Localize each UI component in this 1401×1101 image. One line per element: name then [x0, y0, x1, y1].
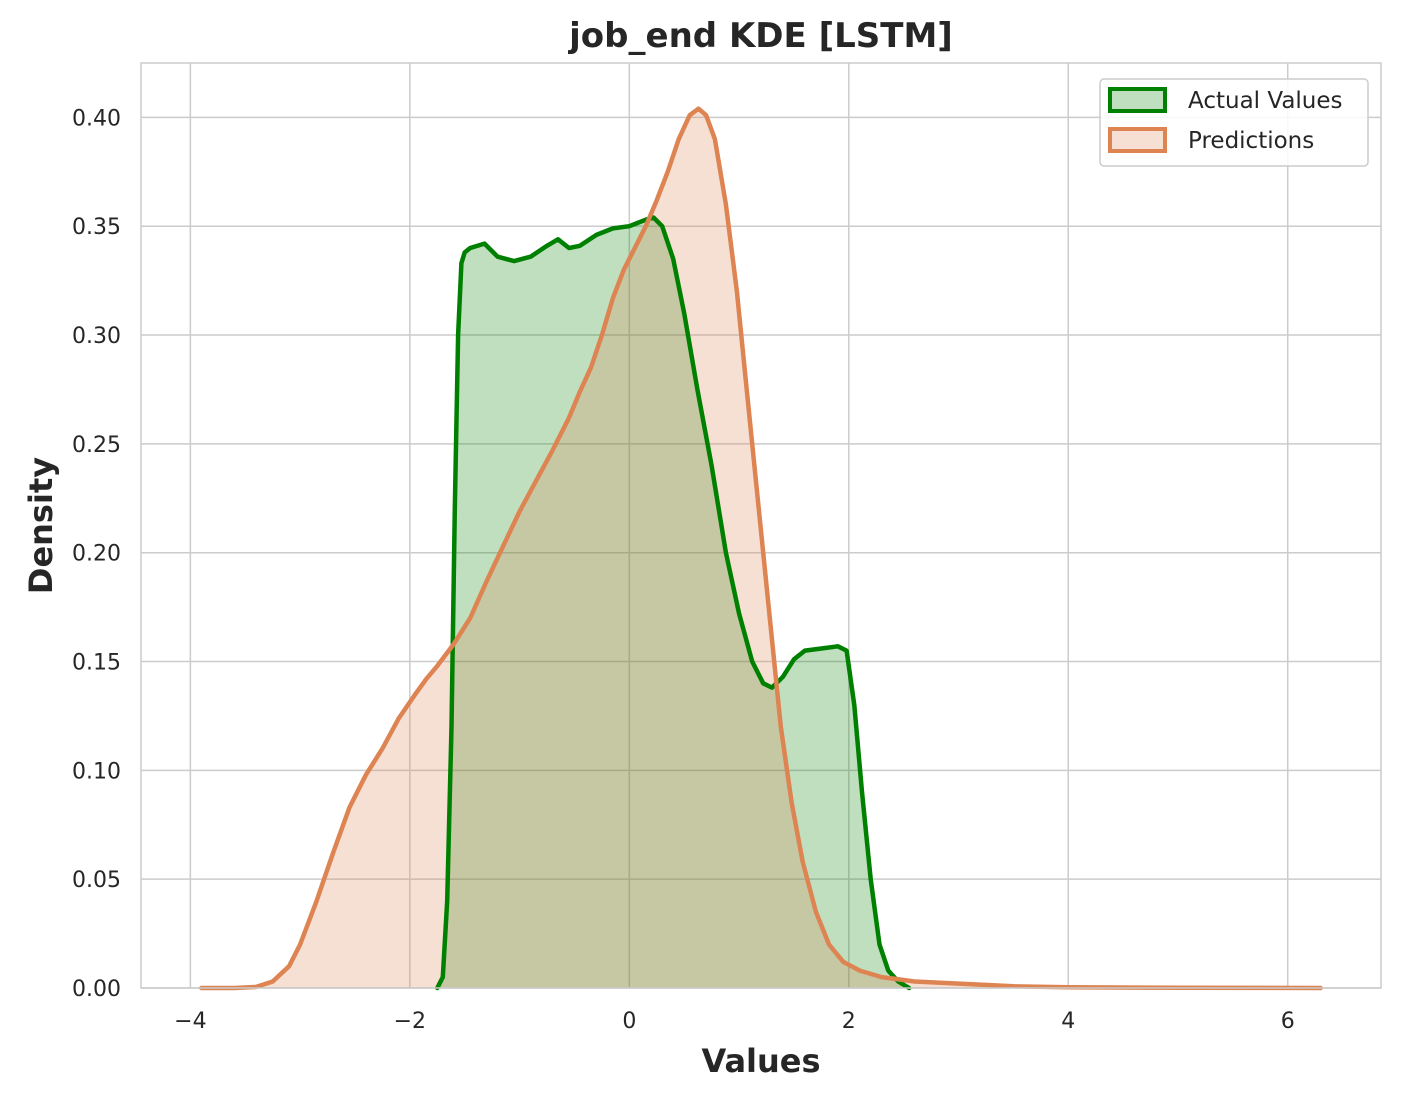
y-axis-label: Density — [22, 457, 60, 594]
density-line-1 — [199, 106, 1323, 991]
y-tick-label: 0.00 — [72, 977, 121, 1002]
plot-frame — [140, 62, 1382, 989]
legend-swatch — [1108, 127, 1167, 153]
legend-label: Actual Values — [1188, 88, 1343, 114]
chart-title: job_end KDE [LSTM] — [567, 16, 953, 56]
y-tick-label: 0.30 — [72, 324, 121, 349]
y-tick-label: 0.35 — [72, 215, 121, 240]
y-tick-labels: 0.00 0.05 0.10 0.15 0.20 0.25 0.30 0.35 0.40 — [72, 106, 121, 1002]
x-axis-label: Values — [701, 1042, 820, 1080]
x-tick-label: −2 — [394, 1009, 426, 1034]
x-tick-label: 6 — [1281, 1009, 1295, 1034]
y-tick-label: 0.10 — [72, 759, 121, 784]
y-tick-label: 0.05 — [72, 868, 121, 893]
y-tick-label: 0.40 — [72, 106, 121, 131]
y-tick-label: 0.20 — [72, 542, 121, 567]
legend: Actual Values Predictions — [1099, 78, 1369, 167]
density-lines — [199, 106, 1323, 991]
grid — [141, 63, 1381, 989]
legend-label: Predictions — [1188, 128, 1314, 154]
x-tick-label: 4 — [1061, 1009, 1075, 1034]
density-line-0 — [435, 215, 912, 991]
y-tick-label: 0.25 — [72, 433, 121, 458]
x-tick-label: −4 — [174, 1009, 206, 1034]
x-tick-label: 0 — [622, 1009, 636, 1034]
x-tick-label: 2 — [842, 1009, 856, 1034]
legend-swatch — [1108, 87, 1167, 113]
x-tick-labels: −4 −2 0 2 4 6 — [174, 1009, 1295, 1034]
y-tick-label: 0.15 — [72, 651, 121, 676]
